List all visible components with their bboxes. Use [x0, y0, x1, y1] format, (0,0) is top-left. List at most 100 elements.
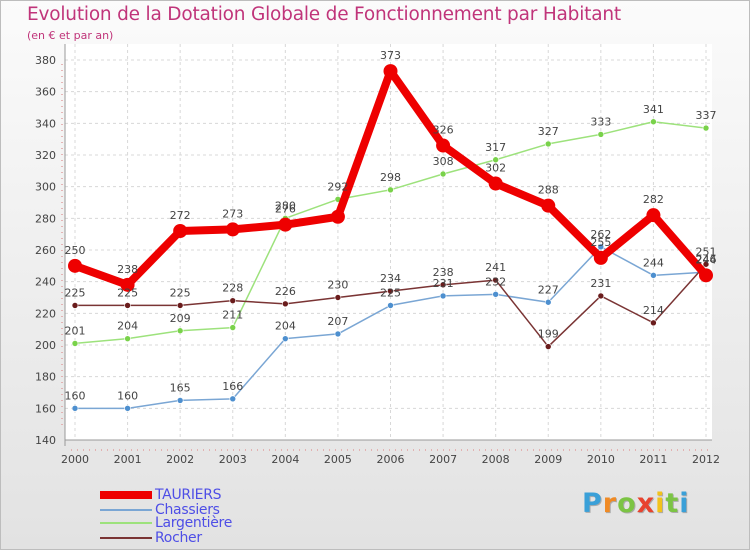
legend-swatch-largentiere [100, 522, 152, 524]
data-point-chassiers [650, 272, 657, 279]
data-point-tauriers [593, 250, 608, 265]
y-tick-label: 280 [35, 212, 56, 225]
data-point-rocher [544, 343, 552, 350]
legend-label-tauriers: TAURIERS [155, 487, 222, 503]
data-label-rocher: 230 [327, 279, 348, 292]
data-point-chassiers [282, 335, 289, 342]
data-point-tauriers [488, 176, 503, 191]
data-label-chassiers: 246 [696, 253, 717, 266]
data-point-tauriers [225, 222, 240, 237]
y-tick-label: 240 [35, 276, 56, 289]
data-label-chassiers: 225 [380, 286, 401, 299]
data-point-rocher [124, 302, 131, 309]
data-label-tauriers: 238 [117, 263, 138, 276]
proxiti-logo: Proxiti [582, 488, 690, 519]
x-tick-label: 2002 [166, 453, 194, 466]
data-point-largentire [124, 335, 131, 342]
x-tick-label: 2007 [429, 453, 457, 466]
x-tick-label: 2004 [271, 453, 299, 466]
data-label-rocher: 238 [433, 266, 454, 279]
data-label-chassiers: 227 [538, 283, 559, 296]
data-point-rocher [439, 281, 447, 289]
y-tick-label: 340 [35, 117, 56, 130]
data-label-rocher: 241 [485, 261, 506, 274]
data-label-rocher: 225 [117, 286, 138, 299]
data-label-largentire: 337 [696, 109, 717, 122]
logo-letter: t [665, 488, 680, 519]
data-label-rocher: 231 [590, 277, 611, 290]
data-label-largentire: 292 [327, 180, 348, 193]
data-point-rocher [176, 302, 184, 309]
data-point-rocher [387, 287, 394, 295]
data-point-tauriers [68, 258, 82, 273]
legend-label-chassiers: Chassiers [155, 502, 220, 518]
data-label-largentire: 209 [170, 312, 191, 325]
data-label-largentire: 211 [222, 309, 243, 322]
y-tick-label: 140 [35, 434, 56, 447]
data-label-tauriers: 276 [275, 203, 296, 216]
data-point-largentire [492, 156, 499, 164]
y-tick-label: 220 [35, 307, 56, 320]
data-point-chassiers [229, 395, 237, 403]
x-tick-label: 2009 [534, 453, 562, 466]
legend-swatch-rocher [100, 537, 152, 539]
data-point-rocher [492, 276, 499, 284]
logo-letter: o [617, 488, 637, 519]
data-label-chassiers: 165 [170, 381, 191, 394]
data-label-chassiers: 231 [433, 277, 454, 290]
logo-letter: i [679, 488, 690, 519]
legend-item-tauriers: TAURIERS [100, 487, 320, 504]
data-point-largentire [387, 186, 394, 194]
data-point-largentire [544, 140, 552, 148]
x-tick-label: 2006 [377, 453, 405, 466]
data-label-tauriers: 288 [538, 184, 559, 197]
x-tick-label: 2012 [692, 453, 720, 466]
data-point-tauriers [330, 209, 345, 224]
data-label-rocher: 225 [65, 286, 86, 299]
data-point-tauriers [436, 138, 451, 153]
data-point-tauriers [646, 208, 661, 223]
data-point-tauriers [120, 277, 135, 292]
legend-item-rocher: Rocher [100, 530, 320, 547]
x-tick-label: 2008 [482, 453, 510, 466]
data-label-chassiers: 160 [65, 389, 86, 402]
data-label-chassiers: 166 [222, 380, 243, 393]
data-label-rocher: 228 [222, 282, 243, 295]
logo-letter: P [582, 488, 603, 519]
data-label-largentire: 333 [590, 115, 611, 128]
data-point-chassiers [544, 298, 552, 306]
legend-label-largentiere: Largentière [155, 515, 233, 531]
data-point-chassiers [176, 397, 184, 404]
data-label-largentire: 204 [117, 320, 138, 333]
data-label-rocher: 225 [170, 286, 191, 299]
data-label-rocher: 214 [643, 304, 664, 317]
chart-subtitle: (en € et par an) [27, 29, 114, 42]
logo-letter: r [602, 488, 618, 519]
data-label-tauriers: 273 [222, 207, 243, 220]
data-point-largentire [176, 327, 184, 335]
data-label-tauriers: 282 [643, 193, 664, 206]
data-label-chassiers: 232 [485, 275, 506, 288]
data-label-largentire: 341 [643, 103, 664, 116]
data-point-tauriers [699, 268, 713, 283]
data-point-chassiers [71, 405, 79, 412]
data-label-largentire: 308 [433, 155, 454, 168]
data-label-tauriers: 373 [380, 49, 401, 62]
logo-letter: i [655, 488, 666, 519]
x-tick-label: 2011 [639, 453, 667, 466]
data-point-largentire [650, 118, 657, 126]
data-label-largentire: 280 [275, 199, 296, 212]
y-tick-label: 380 [35, 54, 56, 67]
data-point-rocher [71, 302, 79, 309]
data-label-chassiers: 204 [275, 320, 296, 333]
data-label-tauriers: 302 [485, 162, 506, 175]
data-label-chassiers: 160 [117, 389, 138, 402]
data-point-tauriers [383, 64, 398, 79]
y-tick-label: 260 [35, 244, 56, 257]
data-point-rocher [282, 300, 289, 308]
legend-label-rocher: Rocher [155, 530, 202, 546]
data-point-chassiers [387, 302, 394, 309]
data-point-tauriers [541, 198, 556, 213]
x-tick-label: 2005 [324, 453, 352, 466]
